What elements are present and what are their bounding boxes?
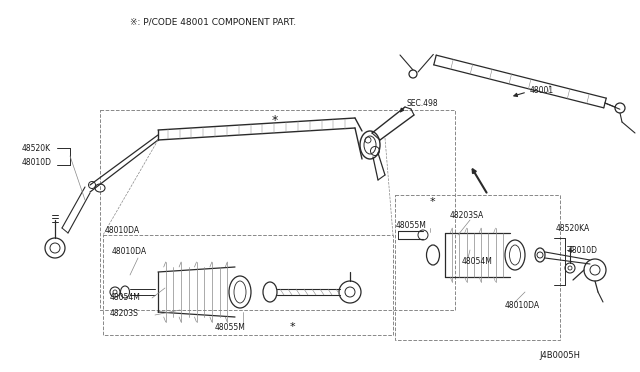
Text: 48055M: 48055M	[215, 324, 246, 333]
Text: 48001: 48001	[530, 86, 554, 94]
Text: *: *	[290, 322, 296, 332]
Text: *: *	[272, 113, 278, 126]
Text: 48520KA: 48520KA	[556, 224, 590, 232]
Bar	[395, 195, 560, 340]
Text: 48010D: 48010D	[22, 157, 52, 167]
Bar	[100, 110, 455, 310]
Text: 48054M: 48054M	[110, 294, 141, 302]
Text: 48054M: 48054M	[462, 257, 493, 266]
Bar	[103, 235, 393, 335]
Text: *: *	[430, 197, 436, 207]
Text: 48055M: 48055M	[396, 221, 427, 230]
Text: 48010D: 48010D	[568, 246, 598, 254]
Text: SEC.498: SEC.498	[407, 99, 438, 108]
Text: 48010DA: 48010DA	[505, 301, 540, 310]
Text: 48203SA: 48203SA	[450, 211, 484, 219]
Text: 48520K: 48520K	[22, 144, 51, 153]
Text: 48203S: 48203S	[110, 308, 139, 317]
Text: 48010DA: 48010DA	[105, 225, 140, 234]
Text: ※: P/CODE 48001 COMPONENT PART.: ※: P/CODE 48001 COMPONENT PART.	[130, 17, 296, 26]
Text: J4B0005H: J4B0005H	[539, 350, 580, 359]
Text: 48010DA: 48010DA	[112, 247, 147, 256]
